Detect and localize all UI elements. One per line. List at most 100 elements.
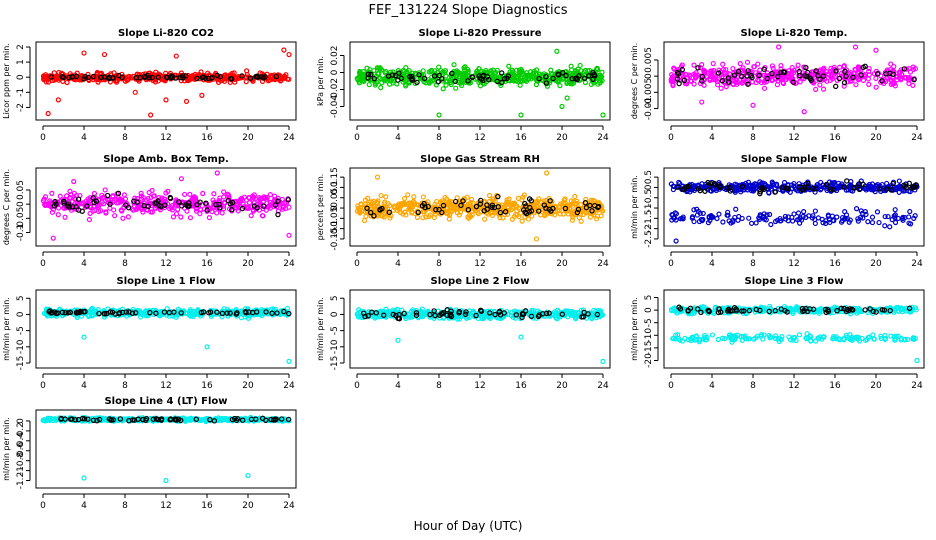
reference-point bbox=[820, 73, 827, 79]
y-tick-label: -15 bbox=[16, 356, 26, 371]
reference-point bbox=[153, 199, 160, 206]
data-point bbox=[518, 66, 524, 72]
outlier-point bbox=[148, 112, 154, 118]
data-point bbox=[446, 199, 452, 205]
reference-point bbox=[371, 75, 378, 82]
reference-point bbox=[396, 70, 402, 76]
outlier-point bbox=[101, 51, 108, 58]
outlier-point bbox=[600, 358, 606, 364]
y-axis-label: kPa per min. bbox=[316, 56, 325, 106]
data-point bbox=[853, 206, 860, 212]
reference-point bbox=[745, 68, 751, 74]
panel-title: Slope Li-820 Temp. bbox=[741, 28, 848, 39]
x-tick-label: 16 bbox=[515, 381, 527, 391]
x-tick-label: 16 bbox=[515, 133, 527, 143]
data-point bbox=[906, 65, 912, 72]
y-tick-label: 0 bbox=[16, 311, 26, 317]
reference-point bbox=[275, 211, 281, 218]
data-point bbox=[267, 192, 273, 198]
reference-point bbox=[199, 75, 205, 81]
reference-point bbox=[803, 64, 809, 71]
outlier-point bbox=[55, 97, 61, 103]
data-point bbox=[173, 211, 180, 217]
data-point bbox=[374, 65, 381, 71]
outlier-point bbox=[673, 238, 679, 244]
reference-point bbox=[860, 64, 866, 71]
data-point bbox=[100, 194, 106, 201]
plot-frame bbox=[663, 167, 925, 247]
reference-point bbox=[131, 198, 137, 204]
x-tick-label: 8 bbox=[750, 259, 756, 269]
data-point bbox=[734, 77, 740, 83]
data-point bbox=[286, 76, 292, 82]
reference-point bbox=[804, 69, 811, 76]
x-tick-label: 20 bbox=[556, 259, 568, 269]
data-point bbox=[714, 78, 720, 84]
x-tick-label: 0 bbox=[668, 259, 674, 269]
panel-title: Slope Gas Stream RH bbox=[420, 154, 540, 165]
reference-point bbox=[572, 76, 579, 82]
data-point bbox=[447, 80, 453, 86]
data-point bbox=[128, 74, 134, 80]
data-point bbox=[593, 216, 600, 222]
reference-point bbox=[832, 83, 839, 90]
y-tick-label: -0.15 bbox=[330, 227, 340, 250]
y-tick-label: 0.05 bbox=[330, 188, 340, 208]
data-point bbox=[903, 66, 910, 72]
y-tick-label: 0 bbox=[330, 311, 340, 317]
data-point bbox=[175, 206, 181, 212]
data-point bbox=[517, 82, 523, 88]
reference-point bbox=[563, 72, 569, 79]
data-point bbox=[167, 206, 173, 212]
x-tick-label: 4 bbox=[709, 133, 715, 143]
data-point bbox=[733, 206, 739, 212]
data-point bbox=[486, 192, 493, 199]
reference-point bbox=[499, 79, 505, 86]
x-tick-label: 20 bbox=[870, 259, 882, 269]
reference-point bbox=[84, 203, 90, 209]
reference-point bbox=[251, 203, 258, 209]
data-point bbox=[40, 198, 46, 204]
data-point bbox=[572, 193, 578, 200]
data-point bbox=[568, 63, 574, 69]
reference-point bbox=[778, 69, 784, 75]
data-point bbox=[865, 219, 871, 225]
reference-point bbox=[115, 190, 122, 197]
y-tick-label: -0.04 bbox=[330, 95, 340, 119]
y-tick-label: -5 bbox=[16, 326, 26, 335]
data-point bbox=[870, 332, 876, 338]
data-point bbox=[410, 198, 417, 204]
data-point bbox=[578, 218, 584, 224]
x-tick-label: 16 bbox=[829, 381, 841, 391]
x-tick-label: 24 bbox=[911, 381, 923, 391]
y-tick-label: -0.005 bbox=[644, 78, 654, 107]
reference-point bbox=[769, 70, 775, 77]
y-axis-label: ml/min per min. bbox=[2, 297, 11, 361]
data-point bbox=[103, 210, 109, 216]
reference-point bbox=[581, 75, 588, 82]
data-point bbox=[279, 196, 285, 203]
data-point bbox=[869, 219, 876, 226]
data-point bbox=[683, 72, 689, 78]
data-point bbox=[769, 63, 776, 69]
reference-point bbox=[116, 72, 122, 79]
data-point bbox=[369, 203, 375, 209]
data-point bbox=[444, 205, 450, 211]
reference-point bbox=[185, 203, 192, 210]
data-point bbox=[570, 80, 577, 86]
reference-point bbox=[550, 75, 556, 82]
reference-point bbox=[802, 73, 808, 79]
x-tick-label: 12 bbox=[474, 133, 485, 143]
x-tick-label: 8 bbox=[750, 381, 756, 391]
x-tick-label: 20 bbox=[556, 381, 568, 391]
reference-point bbox=[469, 74, 476, 80]
data-point bbox=[711, 72, 717, 78]
reference-point bbox=[214, 72, 221, 79]
data-point bbox=[462, 70, 468, 76]
y-tick-label: 0 bbox=[16, 74, 26, 80]
data-point bbox=[246, 200, 253, 206]
reference-point bbox=[436, 72, 442, 79]
data-point bbox=[363, 213, 369, 219]
